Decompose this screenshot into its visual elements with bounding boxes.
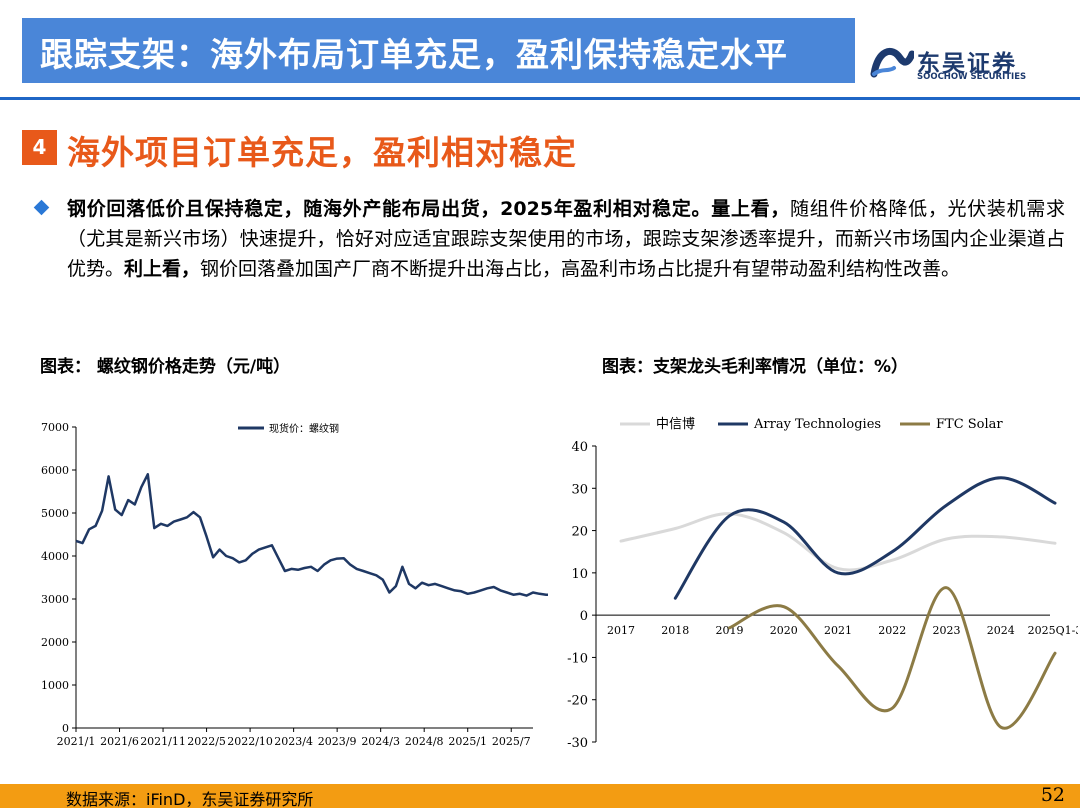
x-tick-label: 2021/6 [100,735,139,748]
y-tick-label: -20 [567,694,588,709]
para-text-2: 钢价回落叠加国产厂商不断提升出海占比，高盈利市场占比提升有望带动盈利结构性改善。 [200,258,961,280]
y-tick-label: 0 [580,609,588,624]
x-tick-label: 2021/1 [57,735,96,748]
x-tick-label: 2024/3 [361,735,400,748]
para-bold-2: 量上看， [711,198,791,220]
y-tick-label: 2000 [41,636,69,649]
x-tick-label: 2024 [987,624,1015,637]
logo-name: 东吴证券 [917,51,1017,77]
x-tick-label: 2023/4 [274,735,313,748]
y-tick-label: 1000 [41,679,69,692]
legend-label: 中信博 [656,417,695,432]
title-banner [22,18,855,83]
y-tick-label: 7000 [41,421,69,434]
x-tick-label: 2023 [933,624,961,637]
page-number: 52 [1040,784,1065,806]
legend-label: Array Technologies [753,417,881,432]
x-tick-label: 2022/5 [187,735,226,748]
header-rule [0,97,1080,100]
x-tick-label: 2022/10 [227,735,273,748]
section-title: 海外项目订单充足，盈利相对稳定 [67,133,577,172]
y-tick-label: 20 [571,525,588,540]
series-line-steel-price [75,473,548,597]
section-number: 4 [22,130,57,165]
para-text-1: 随组件价格降低，光伏装机需求（尤其是新兴市场）快速提升，恰好对应适宜跟踪支架使用… [67,198,1065,280]
data-source: 数据来源：iFinD，东吴证券研究所 [66,790,314,809]
x-tick-label: 2024/8 [405,735,444,748]
slide-title: 跟踪支架：海外布局订单充足，盈利保持稳定水平 [40,35,788,74]
body-paragraph: 钢价回落低价且保持稳定，随海外产能布局出货，2025年盈利相对稳定。量上看，随组… [67,194,1065,284]
x-tick-label: 2020 [770,624,798,637]
gross-margin-chart: -30 -20 -10 0 10 20 30 40 2017 2018 2019 2020 2021 20… [567,417,1078,751]
x-tick-label: 2025Q1-3 [1028,624,1078,637]
x-tick-label: 2025/1 [448,735,487,748]
y-tick-label: 5000 [41,507,69,520]
x-tick-label: 2018 [661,624,689,637]
y-tick-label: 4000 [41,550,69,563]
series-line-3 [728,586,1057,730]
y-tick-label: 6000 [41,464,69,477]
logo: 东吴证券 SOOCHOW SECURITIES [870,42,1040,86]
x-tick-label: 2017 [607,624,635,637]
y-tick-label: 10 [571,567,588,582]
series-line-1 [619,512,1057,572]
legend-label: FTC Solar [936,417,1003,432]
x-tick-label: 2019 [716,624,744,637]
x-tick-label: 2022 [878,624,906,637]
x-tick-label: 2023/9 [318,735,357,748]
y-tick-label: 40 [571,440,588,455]
y-tick-label: 0 [62,722,69,735]
y-tick-label: -30 [567,736,588,751]
y-tick-label: 30 [571,482,588,497]
logo-en: SOOCHOW SECURITIES [917,72,1027,82]
soochow-logo-icon [870,48,916,78]
y-tick-label: -10 [567,651,588,666]
footer-bar [0,784,1080,808]
x-tick-label: 2021/11 [140,735,186,748]
caption-right: 图表：支架龙头毛利率情况（单位：%） [602,357,909,377]
y-tick-label: 3000 [41,593,69,606]
steel-price-chart: 0 1000 2000 3000 4000 5000 6000 7000 2021/1 2021/… [41,421,548,748]
bullet-diamond-icon [33,199,50,216]
x-tick-label: 2021 [824,624,852,637]
para-bold-1: 钢价回落低价且保持稳定，随海外产能布局出货，2025年盈利相对稳定。 [67,198,712,220]
legend-label: 现货价：螺纹钢 [269,422,339,435]
x-tick-label: 2025/7 [492,735,531,748]
caption-left: 图表： 螺纹钢价格走势（元/吨） [40,357,291,377]
series-line-2 [673,476,1057,600]
para-bold-3: 利上看， [124,258,201,280]
